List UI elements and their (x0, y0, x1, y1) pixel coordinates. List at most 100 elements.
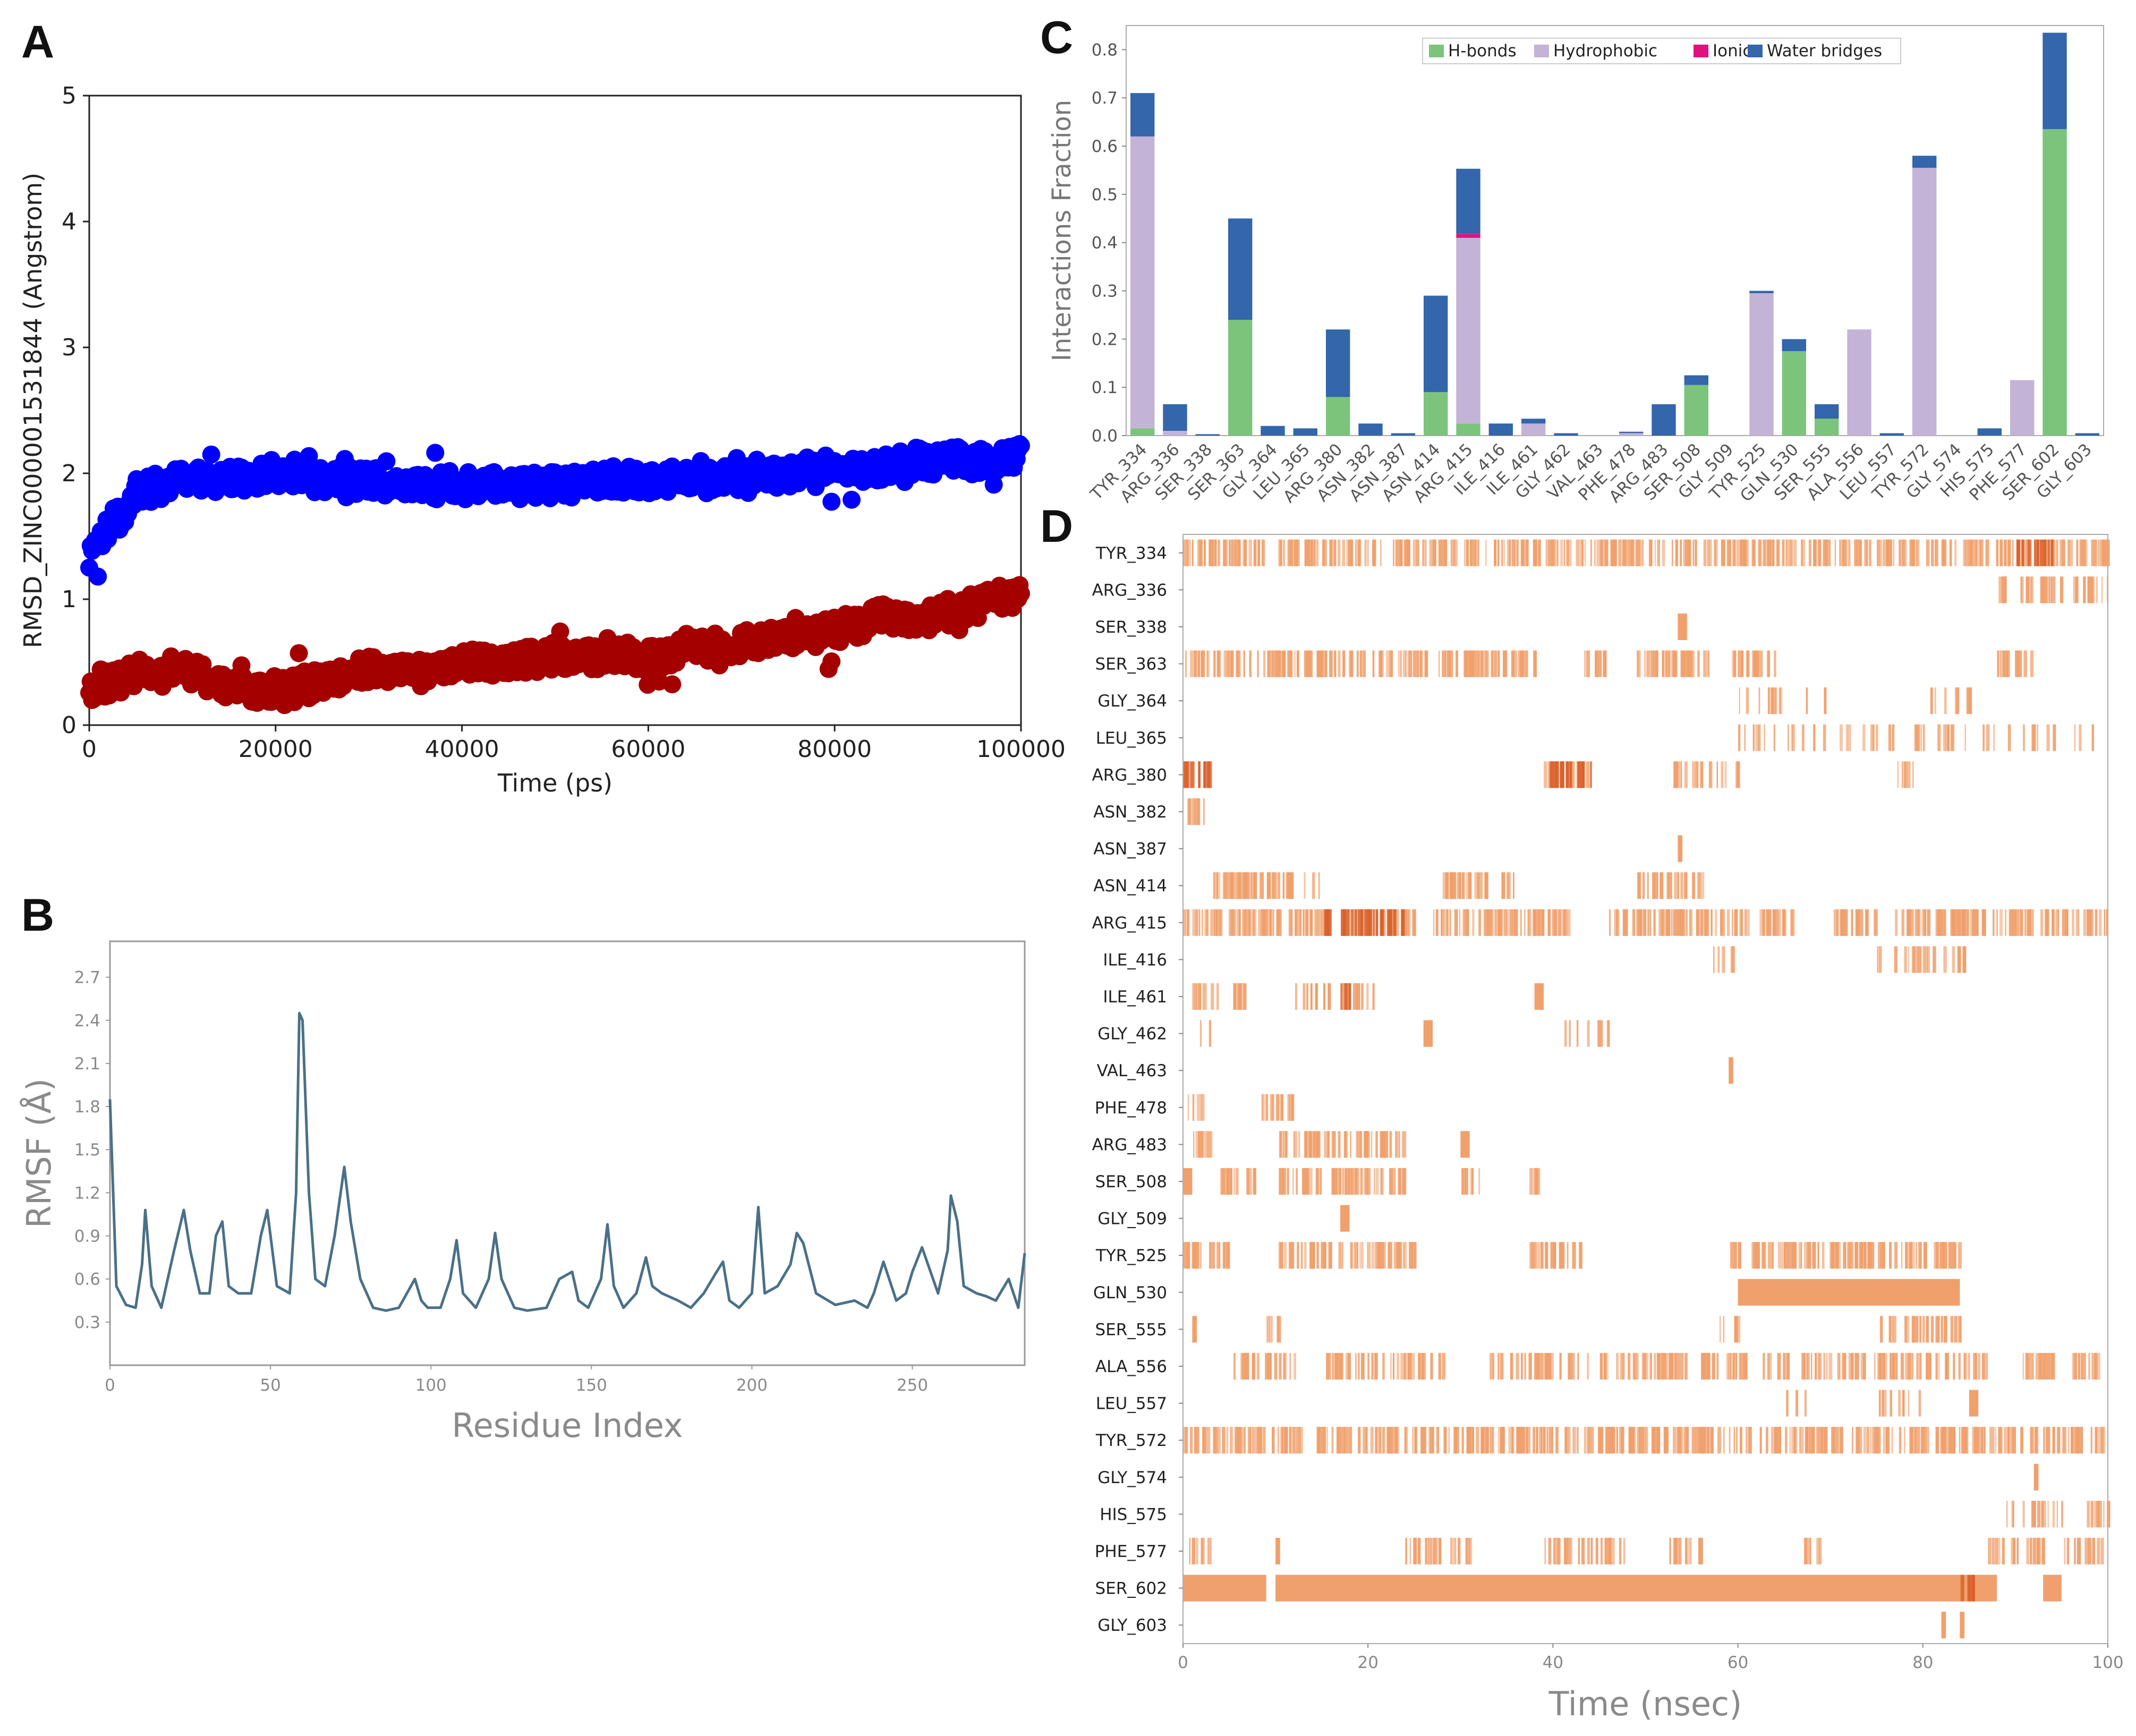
contact-line (1429, 1537, 1433, 1564)
contact-line (1358, 1131, 1363, 1158)
contact-line (1209, 1537, 1212, 1564)
contact-line (1304, 872, 1306, 899)
contact-line (1453, 539, 1456, 566)
contact-line (1215, 872, 1219, 899)
contact-line (1183, 539, 1185, 566)
contact-line (1441, 909, 1442, 936)
contact-line (1972, 909, 1975, 936)
contact-line (1347, 1168, 1350, 1195)
contact-line (1656, 872, 1658, 899)
contact-line (1628, 1352, 1631, 1380)
contact-line-dark (1358, 909, 1360, 936)
contact-line (1498, 539, 1500, 566)
contact-line (1627, 909, 1628, 936)
contact-line (1512, 539, 1515, 566)
contact-line (1252, 1427, 1254, 1454)
contact-line (2106, 909, 2108, 936)
contact-line (1459, 872, 1461, 899)
bar-ASN_382-water-bridges (1358, 423, 1383, 436)
contact-line (1889, 1352, 1891, 1380)
row-TYR_334 (1183, 539, 2110, 566)
contact-line (1670, 872, 1672, 899)
contact-line (1681, 761, 1682, 788)
contact-line (1196, 1427, 1197, 1454)
contact-line (1346, 983, 1350, 1010)
contact-line (1192, 798, 1195, 825)
contact-line (1877, 946, 1878, 973)
contact-line (2032, 1352, 2034, 1380)
x-tick-label: 250 (897, 1376, 928, 1395)
contact-line (1858, 1427, 1862, 1454)
contact-line (1286, 872, 1288, 899)
row-label: ARG_336 (1092, 581, 1167, 600)
contact-line (2104, 909, 2106, 936)
contact-line (1542, 1352, 1543, 1380)
contact-line (2003, 650, 2006, 677)
contact-line (1835, 909, 1839, 936)
data-point (1012, 436, 1030, 455)
contact-line (1226, 650, 1229, 677)
contact-line (1268, 1316, 1271, 1343)
contact-line (1187, 909, 1188, 936)
contact-line (1739, 1352, 1741, 1380)
contact-line (1369, 1168, 1371, 1195)
contact-line (1332, 1131, 1336, 1158)
contact-line (1499, 909, 1503, 936)
contact-line (1861, 909, 1863, 936)
y-tick-label: 0.2 (1092, 330, 1118, 349)
contact-line (2080, 1352, 2083, 1380)
contact-line (1652, 650, 1656, 677)
contact-line (1677, 872, 1680, 899)
contact-line (1490, 1352, 1493, 1380)
contact-line (1605, 539, 1609, 566)
contact-line (1861, 1242, 1866, 1269)
contact-line (1446, 909, 1449, 936)
contact-line (1216, 983, 1219, 1010)
contact-line (2098, 1537, 2100, 1564)
contact-line (2087, 1501, 2090, 1528)
contact-line (1316, 1427, 1318, 1454)
data-point (822, 492, 841, 511)
contact-line (1226, 1427, 1229, 1454)
contact-line (1476, 1427, 1479, 1454)
contact-line (1445, 872, 1449, 899)
contact-line (1248, 872, 1252, 899)
contact-line (1999, 650, 2002, 677)
contact-line (1378, 1427, 1380, 1454)
contact-line (1999, 1427, 2003, 1454)
contact-line (1607, 1020, 1610, 1047)
contact-line (2047, 1352, 2050, 1380)
contact-line (1558, 909, 1560, 936)
bar-SER_602-h-bonds (2043, 129, 2067, 436)
contact-line (1479, 872, 1482, 899)
bar-GLN_530-water-bridges (1782, 339, 1806, 352)
contact-line (1336, 1427, 1340, 1454)
contact-line (1692, 650, 1695, 677)
contact-line (2083, 909, 2087, 936)
contact-line (1454, 1537, 1457, 1564)
contact-band (2043, 1575, 2062, 1602)
contact-line (1194, 1427, 1197, 1454)
contact-line (1187, 761, 1191, 788)
contact-line (1901, 761, 1903, 788)
contact-line (1403, 909, 1406, 936)
row-label: GLY_603 (1097, 1616, 1167, 1635)
contact-line (2068, 1427, 2070, 1454)
contact-line (1655, 872, 1658, 899)
contact-line (1773, 539, 1774, 566)
contact-line (2011, 1501, 2014, 1528)
contact-line (1222, 1168, 1226, 1195)
contact-line (1704, 1352, 1706, 1380)
contact-line (1298, 1427, 1301, 1454)
contact-line (1183, 1242, 1185, 1269)
y-tick-label: 0.4 (1092, 234, 1118, 253)
contact-line (1767, 1352, 1771, 1380)
contact-line (1300, 1242, 1303, 1269)
contact-line (1374, 1352, 1376, 1380)
row-ASN_382 (1187, 798, 1205, 825)
row-GLY_509 (1340, 1205, 1350, 1232)
contact-line (1772, 687, 1774, 714)
contact-line (1485, 872, 1488, 899)
contact-line (1649, 909, 1652, 936)
contact-line (1712, 1352, 1715, 1380)
